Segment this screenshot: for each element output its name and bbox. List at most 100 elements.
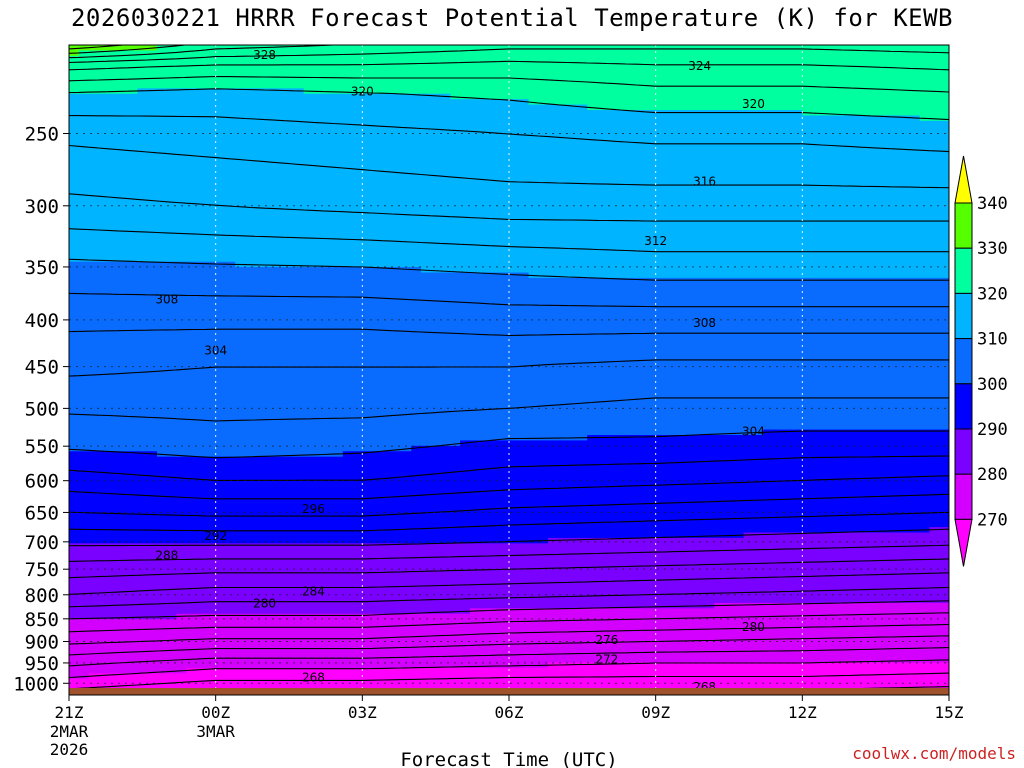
fill-cell [69, 592, 949, 599]
fill-cell [69, 386, 949, 393]
contour-line-320 [69, 88, 949, 121]
y-tick-label: 750 [25, 559, 59, 581]
fill-cell [69, 370, 949, 377]
fill-cell [157, 45, 949, 52]
y-tick-label: 500 [25, 398, 59, 420]
fill-cell [548, 537, 949, 544]
colorbar-label: 310 [977, 330, 1008, 350]
colorbar-label: 300 [977, 375, 1008, 395]
fill-cell [69, 261, 236, 268]
contour-line-312 [69, 228, 949, 253]
fill-cell [69, 635, 949, 642]
fill-cell [69, 131, 949, 138]
fill-cell [69, 575, 949, 582]
fill-cell [69, 586, 949, 593]
x-tick-sublabel: 2MAR [50, 722, 89, 741]
fill-cell [157, 451, 344, 458]
contour-line-326 [69, 48, 949, 64]
contour-line-314 [69, 193, 949, 222]
y-tick-label: 800 [25, 585, 59, 607]
fill-cell [69, 364, 949, 371]
contour-line-302 [69, 397, 949, 422]
fill-cell [176, 613, 949, 620]
contour-line-308 [69, 292, 949, 308]
fill-cell [69, 662, 549, 669]
fill-cell [763, 429, 949, 436]
fill-cell [69, 667, 187, 674]
contour-label: 280 [253, 597, 276, 611]
colorbar-band [954, 292, 973, 340]
y-tick-label: 950 [25, 653, 59, 675]
fill-cell [69, 196, 949, 203]
colorbar-label: 320 [977, 284, 1008, 304]
fill-cell [69, 472, 949, 479]
fill-cell [929, 527, 949, 534]
fill-cell [69, 93, 451, 100]
contour-line-284 [69, 572, 949, 595]
contour-label: 308 [693, 316, 716, 330]
fill-cell [587, 104, 949, 111]
fill-cell [69, 451, 158, 458]
x-tick-label: 03Z [348, 703, 377, 722]
contour-line-282 [69, 586, 949, 608]
fill-cell [69, 305, 949, 312]
contour-label: 280 [742, 620, 765, 634]
contour-line-300 [69, 430, 949, 459]
fill-cell [69, 82, 949, 89]
contour-line-280 [69, 600, 949, 620]
contour-line-288 [69, 544, 949, 562]
fill-cell [69, 478, 949, 485]
fill-cell [69, 212, 949, 219]
fill-cell [69, 418, 949, 425]
contour-label: 320 [742, 97, 765, 111]
fill-cell [69, 245, 949, 252]
fill-cell [69, 602, 715, 609]
y-tick-label: 400 [25, 310, 59, 332]
colorbar-band [954, 383, 973, 430]
contour-line-272 [69, 647, 949, 667]
fill-cell [69, 543, 949, 550]
contour-line-306 [69, 328, 949, 337]
contour-label: 316 [693, 174, 716, 188]
fill-cell [69, 548, 949, 555]
fill-cell [69, 613, 178, 620]
contour-line-294 [69, 493, 949, 517]
fill-cell [802, 110, 949, 117]
fill-cell [69, 424, 949, 431]
fill-cell [69, 299, 949, 306]
fill-cell [69, 321, 949, 328]
fill-cell [69, 202, 949, 209]
contour-line-322 [69, 75, 949, 93]
fill-cell [69, 315, 949, 322]
contour-line-278 [69, 612, 949, 633]
contour-label: 304 [204, 343, 227, 357]
contour-label: 284 [302, 584, 325, 598]
colorbar-band [954, 473, 973, 520]
contour-line-296 [69, 475, 949, 500]
fill-cell [69, 532, 745, 539]
fill-cell [69, 494, 949, 501]
fill-cell [69, 99, 530, 106]
colorbar-band [954, 202, 973, 249]
y-axis: 2503003504004505005506006507007508008509… [13, 123, 69, 695]
contour-label: 292 [204, 529, 227, 543]
fill-cell [69, 380, 949, 387]
colorbar-band [954, 428, 973, 475]
contour-line-290 [69, 528, 949, 547]
y-tick-label: 850 [25, 609, 59, 631]
fill-cell [69, 657, 949, 664]
fill-cell [69, 218, 949, 225]
colorbar-label: 290 [977, 420, 1008, 440]
fill-cell [411, 445, 949, 452]
x-tick-label: 06Z [495, 703, 524, 722]
fill-cell [69, 45, 158, 52]
colorbar-extend-top [954, 155, 973, 204]
fill-cell [69, 137, 949, 144]
contour-line-330 [69, 45, 185, 54]
fill-cell [69, 110, 803, 117]
fill-cell [69, 164, 949, 171]
fill-cell [69, 554, 949, 561]
contour-label: 304 [742, 424, 765, 438]
x-tick-sublabel: 2026 [50, 740, 89, 759]
